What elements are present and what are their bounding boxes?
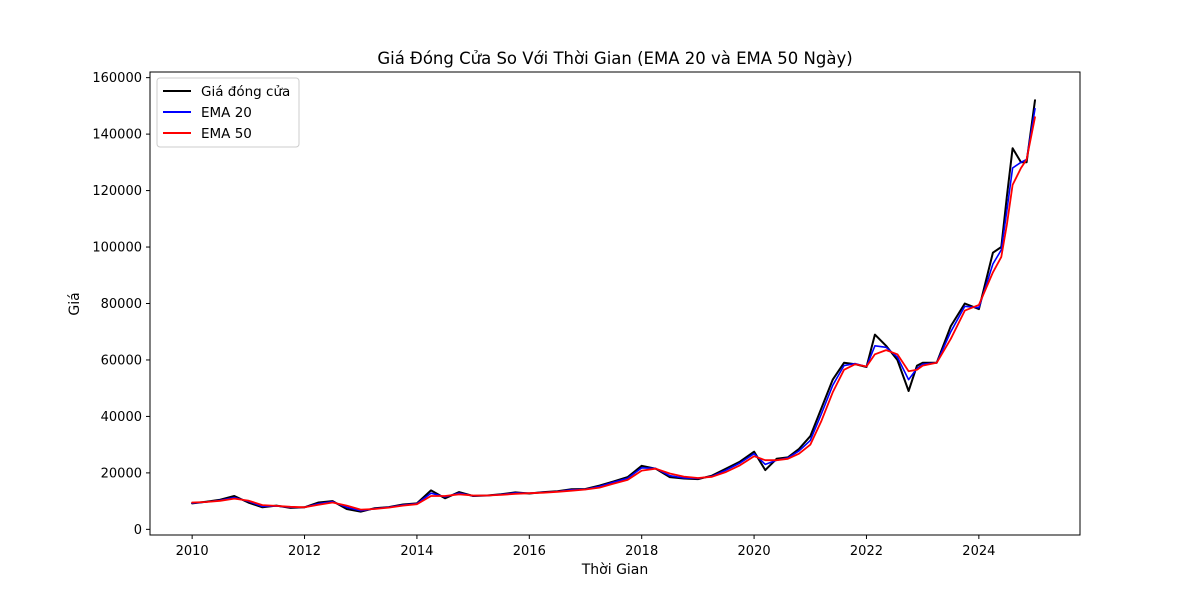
- chart-title: Giá Đóng Cửa So Với Thời Gian (EMA 20 và…: [377, 49, 852, 68]
- series-line-1: [191, 107, 1036, 512]
- x-tick-label: 2014: [400, 544, 433, 559]
- legend-label-2: EMA 50: [201, 126, 252, 142]
- x-tick-label: 2018: [625, 544, 658, 559]
- y-tick-label: 0: [134, 523, 142, 538]
- x-tick-label: 2022: [850, 544, 883, 559]
- x-tick-label: 2010: [176, 544, 209, 559]
- legend-frame: [156, 77, 300, 148]
- y-tick-label: 160000: [92, 71, 142, 86]
- x-axis-label: Thời Gian: [581, 562, 649, 578]
- x-tick-label: 2012: [288, 544, 321, 559]
- y-tick-label: 100000: [92, 241, 142, 256]
- y-axis: 0 20000 40000 60000 80000 100000 120000 140000 1…: [92, 71, 150, 538]
- legend: Giá đóng cửa EMA 20 EMA 50: [156, 77, 300, 148]
- y-tick-label: 80000: [101, 297, 142, 312]
- y-axis-label: Giá: [67, 292, 83, 315]
- x-tick-label: 2020: [738, 544, 771, 559]
- x-axis: 2010 2012 2014 2016 2018 2020 2022 2024: [176, 535, 995, 559]
- y-tick-label: 20000: [101, 466, 142, 481]
- y-tick-label: 60000: [101, 353, 142, 368]
- y-tick-label: 40000: [101, 410, 142, 425]
- series-line-0: [191, 99, 1036, 513]
- x-tick-label: 2024: [962, 544, 995, 559]
- x-tick-label: 2016: [513, 544, 546, 559]
- legend-label-0: Giá đóng cửa: [201, 84, 290, 100]
- y-tick-label: 140000: [92, 128, 142, 143]
- y-tick-label: 120000: [92, 184, 142, 199]
- series-line-2: [191, 116, 1036, 511]
- legend-label-1: EMA 20: [201, 105, 252, 121]
- plot-content: [191, 99, 1036, 513]
